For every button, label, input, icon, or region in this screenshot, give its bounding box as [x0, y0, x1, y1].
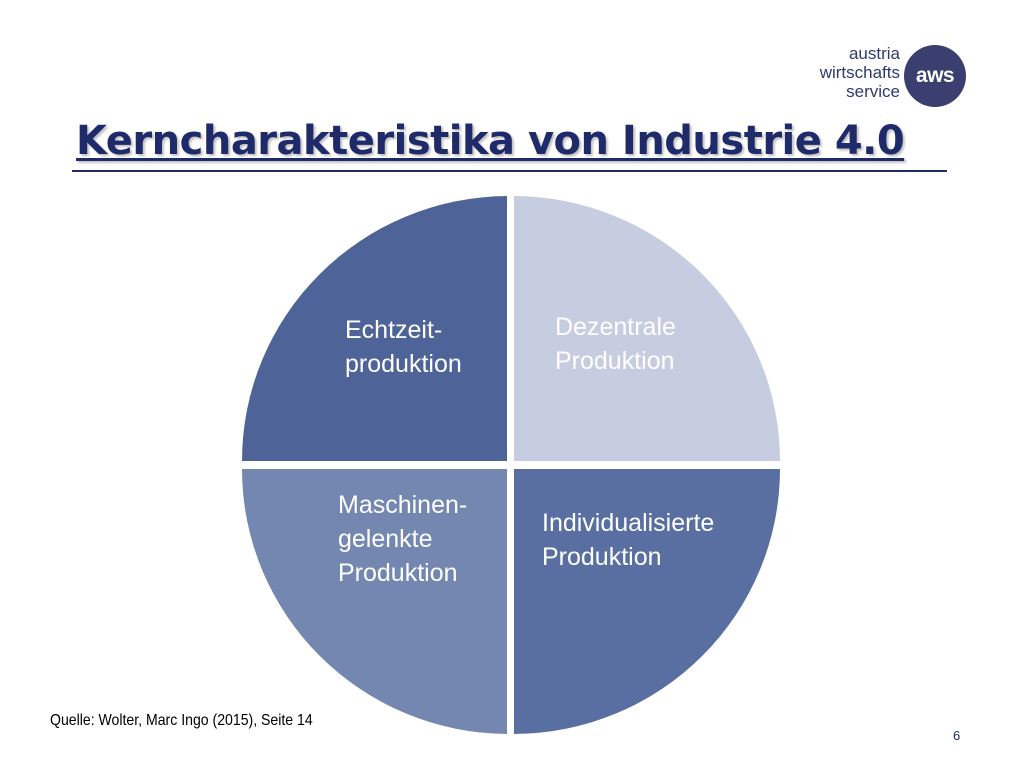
- logo-text: austria wirtschafts service: [820, 44, 900, 101]
- page-number: 6: [953, 728, 961, 743]
- aws-logo: austria wirtschafts service aws: [790, 40, 980, 110]
- source-citation: Quelle: Wolter, Marc Ingo (2015), Seite …: [50, 712, 313, 729]
- logo-line-service: service: [846, 82, 900, 101]
- logo-line-austria: austria: [848, 44, 900, 63]
- label-individualisierte-produktion: Individualisierte Produktion: [542, 509, 715, 571]
- quadrant-top-left: [241, 196, 507, 461]
- slide-title: Kerncharakteristika von Industrie 4.0: [76, 118, 905, 164]
- label-maschinengelenkte-produktion: Maschinen- gelenkte Produktion: [338, 491, 468, 587]
- quadrant-bottom-left: [242, 469, 507, 734]
- quadrant-top-right: [514, 196, 780, 461]
- label-echtzeitproduktion: Echtzeit- produktion: [345, 316, 462, 378]
- quadrant-bottom-right: [514, 469, 781, 734]
- aws-logo-mark: aws: [904, 45, 966, 107]
- title-divider: [72, 170, 947, 172]
- logo-line-wirtschafts: wirtschafts: [819, 63, 900, 82]
- label-dezentrale-produktion: Dezentrale Produktion: [555, 313, 676, 375]
- quadrant-pie-diagram: [241, 196, 781, 734]
